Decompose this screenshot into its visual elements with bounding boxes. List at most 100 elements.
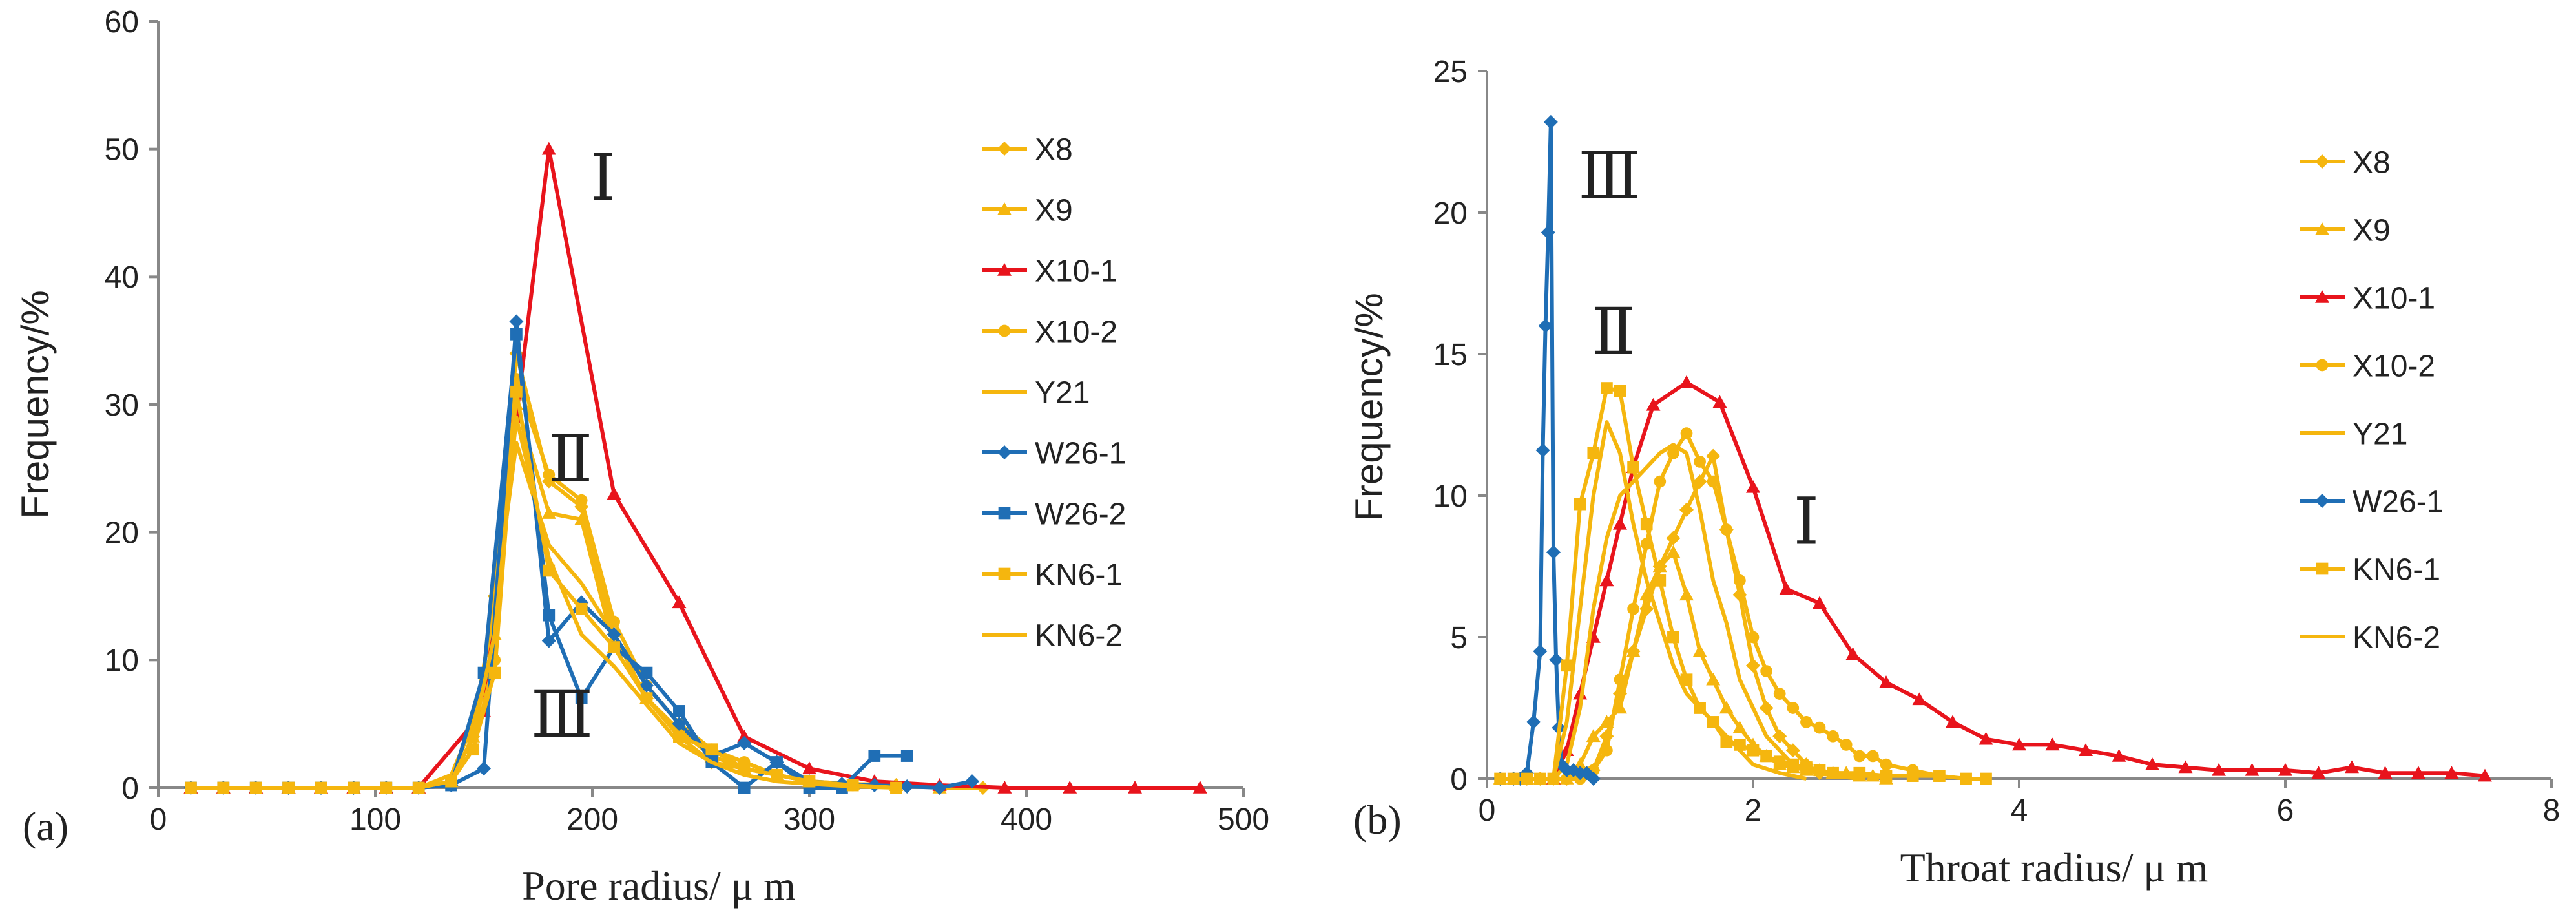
chart-b-point-x10-1 [1912, 692, 1927, 706]
chart-b-point-x10-2 [1614, 673, 1626, 686]
chart-b-point-x10-1 [2411, 766, 2425, 779]
chart-a-x-tick-label: 200 [566, 803, 618, 837]
chart-a-point-x10-2 [575, 494, 588, 507]
chart-b-point-x10-2 [1747, 631, 1760, 644]
chart-b-x-tick-label: 8 [2543, 794, 2560, 828]
chart-b-legend-item-x9: X9 [2300, 213, 2391, 248]
chart-b-point-kn6-1 [1680, 673, 1693, 686]
chart-b-point-kn6-1 [1933, 770, 1946, 782]
chart-b-point-x10-2 [1694, 456, 1706, 468]
chart-a-point-w26-1 [541, 633, 556, 648]
chart-a-legend-marker [998, 567, 1011, 580]
chart-b-series-x10-1 [1546, 375, 2492, 785]
chart-a-point-w26-2 [510, 328, 523, 341]
chart-b-point-x9 [1666, 545, 1681, 558]
chart-b-point-x10-2 [1760, 665, 1772, 677]
chart-a-x-tick-label: 400 [1001, 803, 1052, 837]
chart-b-point-x10-2 [1867, 750, 1879, 763]
chart-a-y-tick-label: 20 [105, 516, 139, 550]
chart-b-y-tick-label: 25 [1433, 55, 1468, 89]
chart-b-annotation: Ⅰ [1794, 486, 1820, 558]
chart-b-y-tick-label: 5 [1450, 621, 1468, 655]
chart-b-point-x9 [1626, 644, 1641, 657]
chart-b-ticks: 0 5 10 15 20 25 0 2 4 6 8 [1433, 55, 2560, 828]
chart-b-point-w26-1 [1526, 715, 1541, 730]
chart-b-point-x10-1 [1599, 573, 1614, 587]
chart-b-point-x8 [1666, 531, 1681, 545]
chart-b-x-tick-label: 4 [2011, 794, 2028, 828]
chart-b-point-x9 [1719, 701, 1734, 714]
chart-a-annotation: Ⅲ [531, 679, 593, 751]
chart-b-point-kn6-1 [1960, 772, 1972, 785]
chart-b-point-kn6-1 [1574, 498, 1586, 511]
chart-a-y-tick-label: 0 [121, 772, 139, 806]
chart-a-point-w26-1 [672, 717, 687, 732]
chart-b-point-x10-1 [2045, 737, 2060, 751]
chart-b-point-w26-1 [1549, 653, 1564, 668]
chart-b-point-kn6-1 [1561, 659, 1573, 672]
chart-b-point-x10-2 [1880, 758, 1893, 771]
chart-b-point-x10-1 [1845, 647, 1860, 660]
chart-b-point-x10-1 [1746, 480, 1760, 493]
chart-b-point-kn6-1 [1587, 447, 1600, 459]
chart-b-legend-label: X9 [2353, 213, 2391, 248]
chart-b-point-x10-2 [1773, 688, 1786, 700]
chart-a-point-x10-1 [1128, 781, 1142, 794]
chart-a-y-tick-label: 30 [105, 388, 139, 423]
chart-a-point-w26-2 [543, 609, 556, 622]
chart-a-y-axis-label: Frequency/% [14, 290, 57, 519]
chart-a-point-w26-1 [900, 779, 915, 794]
chart-a-point-x10-1 [802, 761, 816, 775]
chart-b-point-kn6-1 [1667, 631, 1679, 644]
chart-a-point-x10-2 [608, 615, 620, 628]
chart-a-point-kn6-1 [705, 743, 718, 756]
chart-b-legend-item-x10-1: X10-1 [2300, 281, 2435, 315]
chart-b-point-w26-1 [1541, 225, 1555, 240]
chart-a-point-w26-1 [509, 314, 524, 329]
chart-a-point-x10-1 [997, 781, 1012, 794]
chart-b-legend-label: X10-1 [2353, 281, 2435, 315]
chart-a-legend: X8 X9 X10-1 X10-2 Y21 W26-1 W26-2 KN6-1 KN6-2 [982, 132, 1126, 653]
chart-a-point-w26-1 [737, 735, 752, 750]
chart-b-point-kn6-1 [1827, 766, 1839, 779]
chart-a-legend-marker [997, 445, 1012, 459]
chart-b-legend-label: X8 [2353, 145, 2391, 180]
chart-b-point-x10-1 [2311, 766, 2326, 779]
chart-a-legend-item-x10-2: X10-2 [982, 315, 1117, 349]
chart-b-point-x10-2 [1840, 739, 1853, 751]
chart-a-legend-label: W26-1 [1035, 436, 1126, 470]
chart-b-point-x10-1 [1646, 397, 1661, 411]
chart-a-point-w26-2 [673, 705, 685, 717]
chart-a-legend-item-w26-1: W26-1 [982, 436, 1126, 470]
chart-b-annotation: Ⅱ [1592, 297, 1636, 368]
chart-b-point-kn6-1 [1787, 758, 1800, 771]
chart-b-point-w26-1 [1533, 644, 1548, 659]
chart-b-point-x10-1 [1779, 582, 1794, 595]
chart-b-legend-label: Y21 [2353, 417, 2407, 451]
chart-b-point-x10-1 [1679, 375, 1694, 388]
chart-b-point-x9 [1586, 729, 1601, 743]
chart-b-legend-item-kn6-2: KN6-2 [2300, 620, 2440, 655]
chart-b-point-x10-2 [1667, 447, 1679, 459]
chart-a-point-w26-2 [771, 756, 783, 768]
chart-a-legend-marker [997, 142, 1012, 156]
chart-a-legend-label: X8 [1035, 132, 1073, 167]
chart-b-point-x10-1 [1613, 516, 1627, 530]
chart-a-series-kn6-2 [191, 415, 897, 790]
chart-b-point-x10-1 [2079, 743, 2093, 756]
chart-a-legend-item-y21: Y21 [982, 375, 1090, 410]
chart-a-legend-item-x10-1: X10-1 [982, 254, 1117, 288]
chart-a-point-w26-2 [738, 781, 751, 794]
chart-a-legend-marker [997, 202, 1012, 215]
chart-a-point-kn6-1 [510, 385, 523, 398]
chart-a-x-axis-label: Pore radius/ μ m [522, 863, 796, 909]
chart-a-legend-label: KN6-1 [1035, 558, 1123, 592]
chart-b-legend-label: KN6-1 [2353, 553, 2440, 587]
chart-b-point-x8 [1692, 474, 1707, 489]
chart-a-legend-item-kn6-1: KN6-1 [982, 558, 1123, 592]
chart-b-point-x10-1 [2478, 768, 2492, 782]
chart-a-point-kn6-1 [738, 763, 751, 775]
chart-b-point-kn6-1 [1614, 385, 1626, 397]
